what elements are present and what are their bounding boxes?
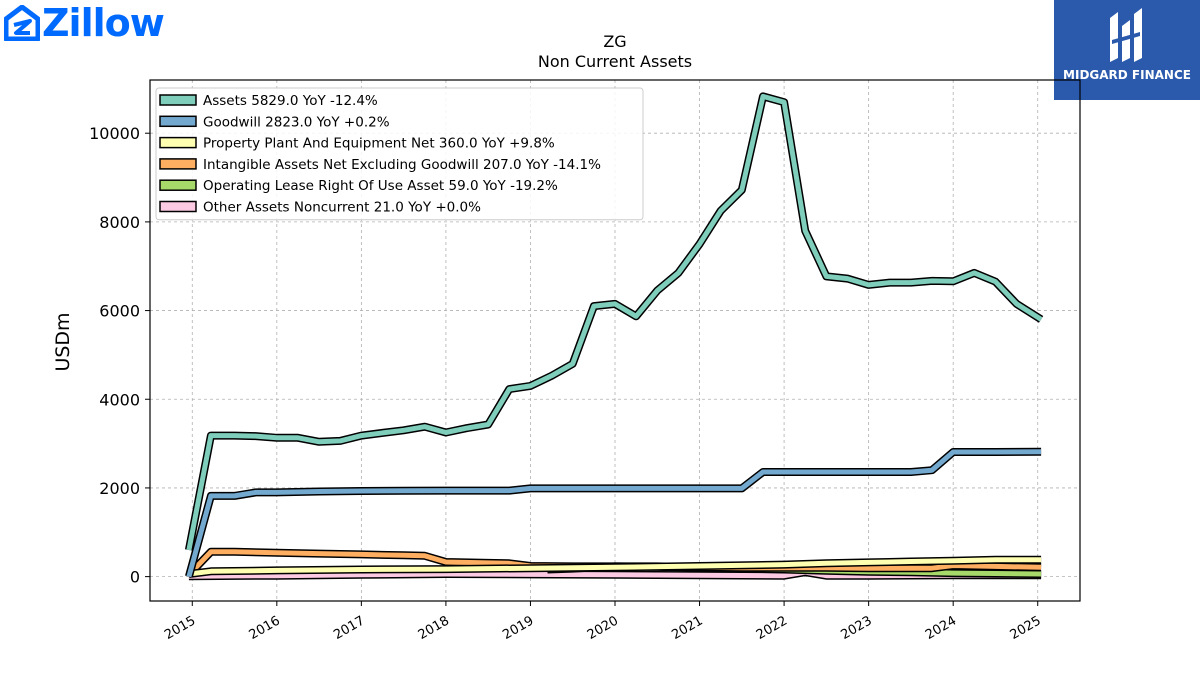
series-line <box>188 569 1042 579</box>
series-lines <box>184 92 1044 581</box>
legend-swatch <box>159 158 197 170</box>
series-line <box>186 449 1042 578</box>
legend-label: Intangible Assets Net Excluding Goodwill… <box>203 157 601 173</box>
legend-swatch <box>159 200 197 213</box>
y-tick-label: 4000 <box>99 390 140 409</box>
series-0 <box>184 92 1044 551</box>
y-tick-label: 10000 <box>89 124 140 143</box>
legend-item: Goodwill 2823.0 YoY +0.2% <box>159 114 390 130</box>
legend-swatch <box>159 136 197 149</box>
y-tick-label: 2000 <box>99 479 140 498</box>
series-5 <box>188 568 1042 581</box>
legend-item: Assets 5829.0 YoY -12.4% <box>159 93 378 109</box>
x-tick-label: 2016 <box>247 613 283 643</box>
x-tick-label: 2018 <box>416 613 452 643</box>
legend-label: Other Assets Noncurrent 21.0 YoY +0.0% <box>203 200 481 216</box>
legend-label: Assets 5829.0 YoY -12.4% <box>203 93 378 109</box>
x-tick-label: 2020 <box>585 613 621 643</box>
x-tick-label: 2015 <box>162 613 198 643</box>
x-tick-label: 2022 <box>754 613 790 643</box>
y-tick-label: 0 <box>130 568 140 587</box>
series-line <box>188 557 1042 577</box>
x-tick-label: 2017 <box>331 613 367 643</box>
series-line <box>186 93 1043 551</box>
midgard-finance-wordmark: MIDGARD FINANCE <box>1063 68 1191 82</box>
legend-label: Goodwill 2823.0 YoY +0.2% <box>203 114 390 130</box>
x-tick-label: 2019 <box>500 613 536 643</box>
series-1 <box>185 447 1042 578</box>
y-tick-label: 8000 <box>99 213 140 232</box>
legend-item: Operating Lease Right Of Use Asset 59.0 … <box>159 178 558 194</box>
y-axis-label: USDm <box>52 312 74 371</box>
legend-swatch <box>159 94 197 106</box>
zillow-wordmark: Zillow <box>42 1 165 45</box>
series-2 <box>188 555 1042 578</box>
chart-subtitle: Non Current Assets <box>538 52 692 71</box>
legend-label: Operating Lease Right Of Use Asset 59.0 … <box>203 178 558 194</box>
chart-title: ZG <box>603 32 626 51</box>
midgard-emblem-icon <box>1110 8 1142 62</box>
x-tick-label: 2025 <box>1008 613 1044 643</box>
legend: Assets 5829.0 YoY -12.4% Goodwill 2823.0 … <box>155 87 644 221</box>
x-tick-label: 2023 <box>838 613 874 643</box>
x-tick-label: 2024 <box>923 613 959 643</box>
legend-item: Intangible Assets Net Excluding Goodwill… <box>159 157 601 173</box>
zillow-house-icon <box>4 5 40 41</box>
legend-label: Property Plant And Equipment Net 360.0 Y… <box>203 136 555 152</box>
legend-swatch <box>159 115 197 128</box>
legend-item: Other Assets Noncurrent 21.0 YoY +0.0% <box>159 200 481 216</box>
zillow-logo: Zillow <box>4 1 165 45</box>
midgard-finance-logo: MIDGARD FINANCE <box>1054 0 1200 100</box>
legend-item: Property Plant And Equipment Net 360.0 Y… <box>159 136 555 152</box>
legend-box <box>155 87 644 221</box>
x-tick-label: 2021 <box>669 613 705 643</box>
y-tick-label: 6000 <box>99 302 140 321</box>
legend-swatch <box>159 179 197 191</box>
